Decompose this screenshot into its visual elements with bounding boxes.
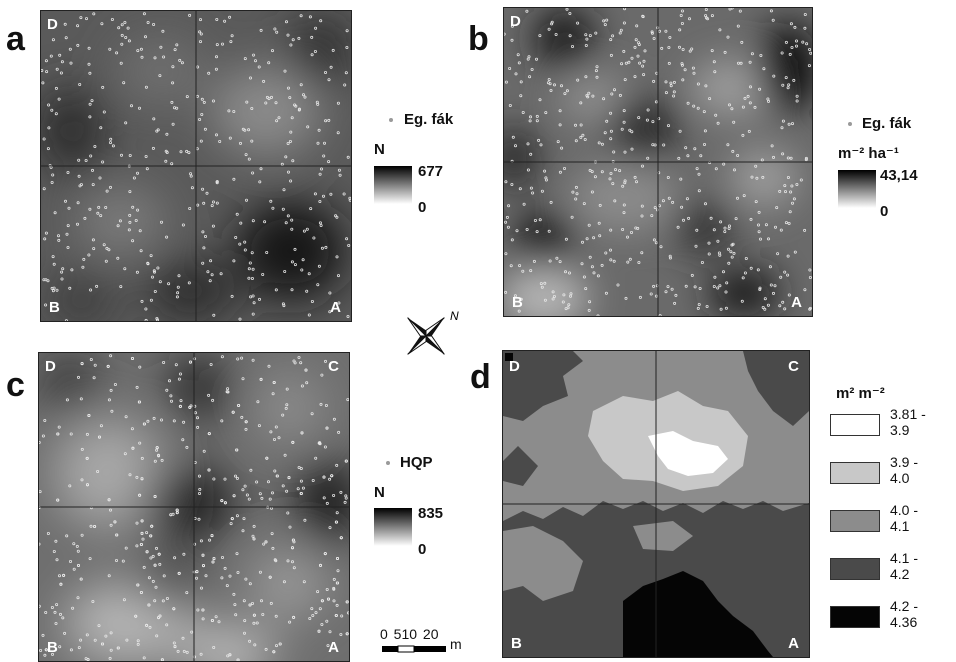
map-panel-c: D C B A	[38, 352, 350, 662]
panel-a-letter: a	[6, 20, 25, 58]
legend-c-unit: N	[374, 484, 385, 501]
map-panel-a: D B A	[40, 10, 352, 322]
legend-c-min: 0	[418, 541, 427, 558]
panel-d-letter: d	[470, 358, 491, 396]
corner-label-d: D	[510, 13, 521, 30]
corner-label-a: A	[330, 299, 341, 316]
legend-class-label: 4.0 -4.1	[890, 502, 919, 534]
corner-label-d: D	[509, 358, 520, 375]
north-letter: N	[450, 309, 459, 323]
tree-point-symbol	[848, 122, 852, 126]
corner-label-b: B	[511, 635, 522, 652]
panel-c-letter: c	[6, 366, 25, 404]
legend-d-unit: m² m⁻²	[836, 385, 885, 402]
hqp-point-symbol	[386, 461, 390, 465]
legend-b-point-label: Eg. fák	[862, 115, 912, 132]
scale-bar-labels: 0 510 20	[380, 626, 439, 642]
corner-label-b: B	[47, 639, 58, 656]
legend-a-gradient	[374, 166, 412, 204]
corner-label-c: C	[328, 358, 339, 375]
legend-c-max: 835	[418, 505, 444, 522]
legend-a-point-label: Eg. fák	[404, 111, 454, 128]
legend-class-label: 4.2 -4.36	[890, 598, 919, 630]
legend-class-swatch	[830, 606, 880, 628]
legend-a-max: 677	[418, 163, 444, 180]
panel-b-letter: b	[468, 20, 489, 58]
corner-label-a: A	[791, 294, 802, 311]
legend-b-gradient	[838, 170, 876, 208]
map-panel-d: D C B A	[502, 350, 810, 658]
map-panel-b: D B A	[503, 7, 813, 317]
north-arrow-icon: N	[407, 309, 459, 355]
legend-a-min: 0	[418, 199, 427, 216]
legend-b-max: 43,14	[880, 167, 918, 184]
legend-b-unit: m⁻² ha⁻¹	[838, 145, 899, 162]
scale-bar-unit: m	[450, 636, 462, 652]
legend-c-gradient	[374, 508, 412, 546]
corner-label-a: A	[328, 639, 339, 656]
scale-bar-graphic	[382, 645, 446, 653]
legend-class-swatch	[830, 462, 880, 484]
legend-c-point-label: HQP	[400, 454, 433, 471]
legend-b-min: 0	[880, 203, 889, 220]
tree-point-symbol	[389, 118, 393, 122]
corner-label-d: D	[45, 358, 56, 375]
legend-class-label: 4.1 -4.2	[890, 550, 919, 582]
corner-label-b: B	[512, 294, 523, 311]
legend-class-swatch	[830, 510, 880, 532]
legend-class-label: 3.81 -3.9	[890, 406, 926, 438]
legend-class-label: 3.9 -4.0	[890, 454, 919, 486]
corner-label-c: C	[788, 358, 799, 375]
legend-class-swatch	[830, 414, 880, 436]
corner-label-b: B	[49, 299, 60, 316]
corner-label-d: D	[47, 16, 58, 33]
legend-a-unit: N	[374, 141, 385, 158]
corner-label-a: A	[788, 635, 799, 652]
legend-class-swatch	[830, 558, 880, 580]
